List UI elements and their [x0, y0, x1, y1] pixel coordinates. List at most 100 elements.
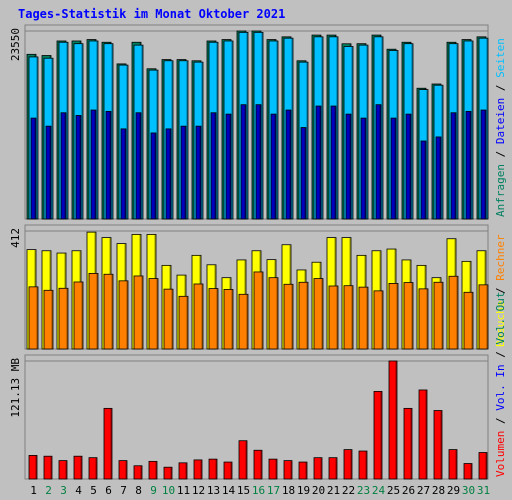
- bar-rechner: [388, 283, 399, 350]
- bar-volumen: [373, 391, 383, 480]
- bar-rechner: [358, 286, 369, 350]
- bar-volumen: [418, 389, 428, 480]
- bar-volumen: [478, 452, 488, 480]
- x-tick-label: 21: [327, 484, 340, 497]
- bar-seiten: [120, 128, 127, 220]
- bar-volumen: [268, 458, 278, 480]
- bar-rechner: [448, 275, 459, 350]
- bar-volumen: [403, 407, 413, 480]
- x-tick-label: 14: [222, 484, 236, 497]
- x-tick-label: 4: [75, 484, 82, 497]
- bar-seiten: [180, 125, 187, 220]
- bar-volumen: [163, 466, 173, 480]
- bar-rechner: [43, 289, 54, 350]
- x-tick-label: 9: [150, 484, 157, 497]
- bar-seiten: [330, 105, 337, 220]
- bar-seiten: [345, 113, 352, 220]
- bar-seiten: [45, 125, 52, 220]
- bar-seiten: [375, 104, 382, 220]
- legend-item: Vol. In: [494, 364, 507, 410]
- legend-item: Anfragen: [494, 164, 507, 217]
- x-tick-label: 12: [192, 484, 205, 497]
- bar-seiten: [165, 128, 172, 220]
- bar-volumen: [463, 463, 473, 480]
- legend-separator: /: [494, 411, 507, 431]
- x-tick-label: 20: [312, 484, 325, 497]
- bar-volumen: [283, 460, 293, 480]
- bar-rechner: [268, 277, 279, 350]
- x-tick-label: 19: [297, 484, 310, 497]
- bar-volumen: [388, 360, 398, 480]
- legend-item: Dateien: [494, 98, 507, 144]
- x-tick-label: 28: [432, 484, 445, 497]
- panel-visits: 412 Besuche / Rechner: [9, 224, 507, 350]
- y-tick-label: 23550: [9, 28, 22, 61]
- x-tick-label: 18: [282, 484, 295, 497]
- bar-volumen: [133, 465, 143, 480]
- panel-volume: 121.13 MB Volumen / Vol. In / Vol. Out: [9, 292, 507, 480]
- bar-seiten: [150, 132, 157, 220]
- bar-volumen: [148, 460, 158, 480]
- legend-visits: Besuche / Rechner: [494, 234, 507, 347]
- x-tick-label: 7: [120, 484, 127, 497]
- y-tick-label: 412: [9, 228, 22, 248]
- x-tick-label: 15: [237, 484, 250, 497]
- bar-seiten: [225, 113, 232, 220]
- x-tick-label: 27: [417, 484, 430, 497]
- bar-seiten: [360, 117, 367, 220]
- legend-separator: /: [494, 144, 507, 164]
- legend-volume: Volumen / Vol. In / Vol. Out: [494, 292, 507, 477]
- bar-rechner: [103, 273, 114, 350]
- bar-volumen: [118, 460, 128, 480]
- bar-volumen: [103, 407, 113, 480]
- bar-rechner: [418, 288, 429, 350]
- bar-seiten: [75, 115, 82, 220]
- y-tick-label: 121.13 MB: [9, 358, 22, 418]
- bar-seiten: [30, 117, 37, 220]
- x-tick-label: 8: [135, 484, 142, 497]
- bar-rechner: [133, 275, 144, 350]
- bar-seiten: [210, 112, 217, 220]
- x-tick-label: 31: [477, 484, 490, 497]
- bar-seiten: [255, 104, 262, 220]
- bar-seiten: [270, 113, 277, 220]
- x-tick-label: 11: [177, 484, 190, 497]
- bar-volumen: [253, 449, 263, 480]
- bar-seiten: [420, 140, 427, 220]
- bar-rechner: [208, 288, 219, 350]
- legend-item: Vol. Out: [494, 292, 507, 345]
- bar-rechner: [403, 282, 414, 350]
- x-tick-label: 3: [60, 484, 67, 497]
- bar-rechner: [58, 287, 69, 350]
- bar-volumen: [433, 410, 443, 480]
- bar-volumen: [448, 449, 458, 480]
- bar-volumen: [43, 455, 53, 480]
- x-tick-label: 26: [402, 484, 415, 497]
- legend-separator: /: [494, 281, 507, 301]
- bar-volumen: [328, 457, 338, 480]
- legend-item: Rechner: [494, 234, 507, 281]
- bar-rechner: [463, 291, 474, 350]
- bar-rechner: [238, 293, 249, 350]
- legend-requests: Anfragen / Dateien / Seiten: [494, 38, 507, 217]
- x-tick-label: 25: [387, 484, 400, 497]
- bar-volumen: [193, 459, 203, 480]
- panel-requests: 23550 Anfragen / Dateien / Seiten: [9, 24, 507, 220]
- bar-seiten: [465, 110, 472, 220]
- x-tick-label: 6: [105, 484, 112, 497]
- bar-rechner: [148, 278, 159, 350]
- legend-item: Seiten: [494, 38, 507, 78]
- bar-rechner: [73, 281, 84, 350]
- bar-seiten: [300, 127, 307, 220]
- bar-seiten: [90, 109, 97, 220]
- bar-seiten: [315, 105, 322, 220]
- bar-seiten: [450, 112, 457, 220]
- x-tick-label: 1: [30, 484, 37, 497]
- bar-seiten: [240, 104, 247, 220]
- bar-volumen: [298, 461, 308, 480]
- bar-rechner: [283, 283, 294, 350]
- bar-rechner: [478, 284, 489, 350]
- x-tick-label: 29: [447, 484, 460, 497]
